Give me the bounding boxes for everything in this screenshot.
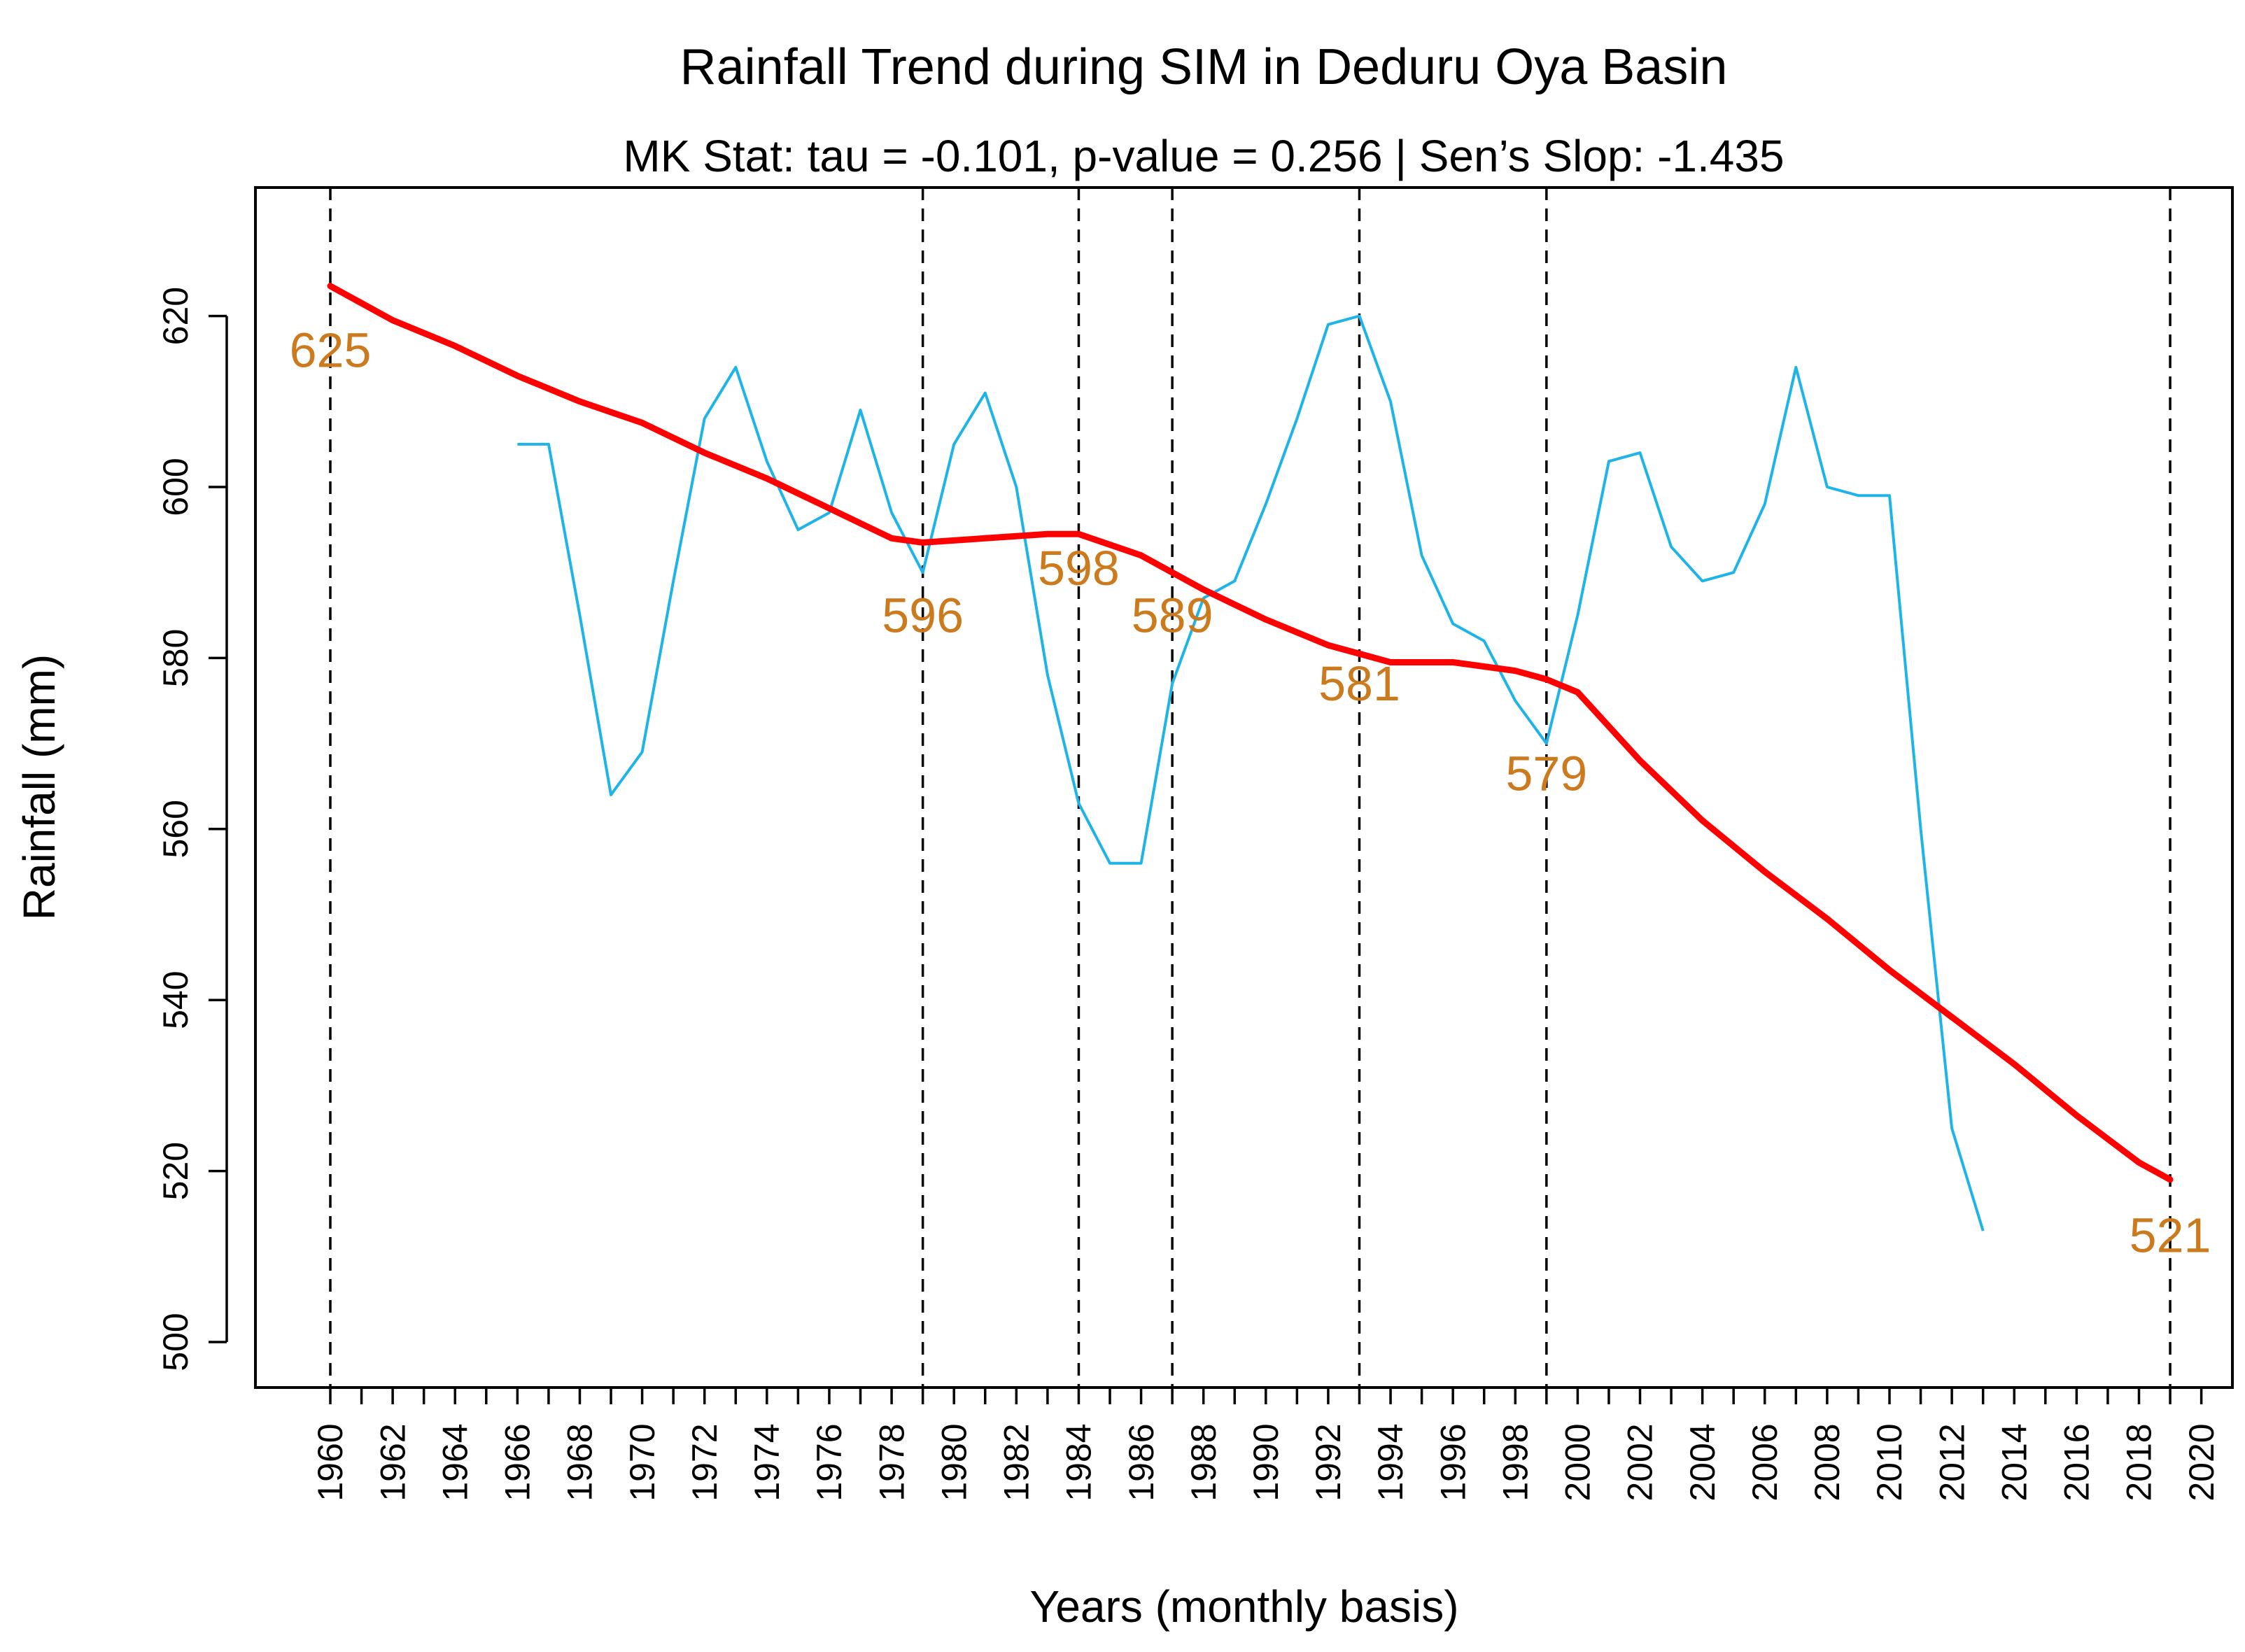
x-tick-label-9: 1978 (872, 1423, 911, 1501)
x-tick-label-25: 2010 (1870, 1423, 1909, 1501)
data-label-4: 581 (1318, 656, 1400, 711)
data-label-6: 521 (2130, 1208, 2211, 1262)
chart-subtitle: MK Stat: tau = -0.101, p-value = 0.256 |… (623, 131, 1784, 181)
y-tick-label-5: 600 (156, 458, 195, 516)
x-axis-label: Years (monthly basis) (1030, 1581, 1459, 1632)
data-label-5: 579 (1505, 746, 1587, 800)
x-tick-label-12: 1984 (1060, 1423, 1099, 1501)
data-label-0: 625 (290, 323, 372, 377)
x-tick-label-17: 1994 (1371, 1423, 1410, 1501)
x-tick-label-24: 2008 (1808, 1423, 1847, 1501)
x-tick-label-11: 1982 (997, 1423, 1036, 1501)
x-tick-label-3: 1966 (498, 1423, 537, 1501)
y-axis: 500 520 540 560 580 600 620 (156, 287, 228, 1371)
data-label-3: 589 (1132, 588, 1213, 642)
y-tick-label-1: 520 (156, 1142, 195, 1200)
x-tick-label-4: 1968 (561, 1423, 600, 1501)
observed-series (517, 314, 1985, 1231)
x-tick-label-10: 1980 (934, 1423, 973, 1501)
x-tick-label-8: 1976 (810, 1423, 849, 1501)
x-tick-label-27: 2014 (1994, 1423, 2034, 1501)
y-tick-label-2: 540 (156, 970, 195, 1029)
chart-title: Rainfall Trend during SIM in Deduru Oya … (680, 39, 1728, 95)
plot-frame (254, 186, 2234, 1389)
x-tick-label-16: 1992 (1309, 1423, 1348, 1501)
data-label-2: 598 (1038, 541, 1120, 595)
y-tick-label-3: 560 (156, 800, 195, 858)
x-tick-label-2: 1964 (435, 1423, 474, 1501)
x-tick-label-15: 1990 (1246, 1423, 1286, 1501)
x-tick-label-19: 1998 (1496, 1423, 1535, 1501)
rainfall-line (517, 314, 1985, 1231)
x-tick-label-14: 1988 (1184, 1423, 1223, 1501)
x-tick-label-1: 1962 (373, 1423, 412, 1501)
x-tick-label-22: 2004 (1683, 1423, 1722, 1501)
y-tick-label-0: 500 (156, 1313, 195, 1371)
data-label-1: 596 (882, 588, 964, 642)
breakpoint-lines (329, 188, 2172, 1388)
x-tick-label-18: 1996 (1433, 1423, 1472, 1501)
x-tick-label-20: 2000 (1558, 1423, 1598, 1501)
x-tick-label-30: 2020 (2182, 1423, 2221, 1501)
x-tick-label-5: 1970 (623, 1423, 662, 1501)
x-tick-label-26: 2012 (1932, 1423, 1971, 1501)
x-tick-label-29: 2018 (2120, 1423, 2159, 1501)
y-axis-label: Rainfall (mm) (14, 654, 64, 920)
x-tick-label-21: 2002 (1621, 1423, 1660, 1501)
x-tick-label-6: 1972 (685, 1423, 724, 1501)
y-tick-label-6: 620 (156, 287, 195, 345)
x-tick-label-7: 1974 (747, 1423, 787, 1501)
x-tick-label-0: 1960 (311, 1423, 350, 1501)
x-tick-label-28: 2016 (2057, 1423, 2097, 1501)
trend-series (327, 283, 2174, 1183)
x-axis: 1960 1962 1964 1966 1968 1970 1972 1974 1976 1978… (311, 1388, 2221, 1502)
x-tick-label-23: 2006 (1745, 1423, 1785, 1501)
y-tick-label-4: 580 (156, 629, 195, 687)
trend-line (327, 283, 2174, 1183)
x-tick-label-13: 1986 (1122, 1423, 1161, 1501)
